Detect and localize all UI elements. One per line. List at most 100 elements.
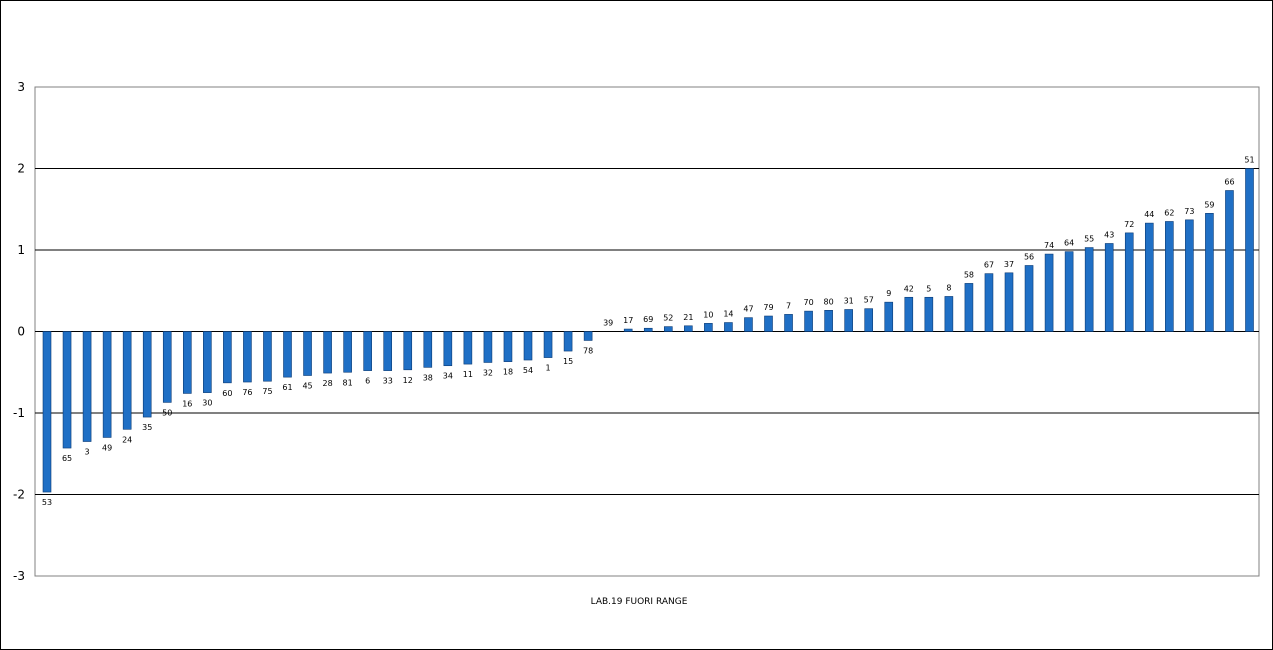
- bar-label: 80: [824, 297, 834, 306]
- y-tick-label: 1: [17, 243, 25, 257]
- bar: [283, 331, 292, 378]
- y-tick-label: -3: [13, 569, 25, 583]
- bar: [1044, 253, 1054, 332]
- bar: [42, 331, 52, 493]
- bar: [303, 331, 312, 376]
- bar-label: 34: [443, 372, 453, 381]
- bar: [102, 331, 112, 438]
- bar-label: 64: [1064, 239, 1074, 248]
- bar: [864, 308, 874, 332]
- chart-annotation: LAB.19 FUORI RANGE: [591, 597, 688, 607]
- bar-label: 61: [282, 383, 292, 392]
- bar-label: 1: [545, 364, 550, 373]
- bar: [684, 325, 693, 332]
- bar-label: 75: [262, 387, 272, 396]
- y-tick-label: -2: [13, 488, 25, 502]
- bar-label: 9: [886, 289, 891, 298]
- y-tick-label: -1: [13, 406, 25, 420]
- bar-label: 79: [763, 303, 773, 312]
- bar: [423, 331, 433, 368]
- bar: [383, 331, 393, 371]
- bar-label: 54: [523, 366, 533, 375]
- bar-label: 49: [102, 443, 112, 452]
- bar-label: 43: [1104, 230, 1114, 239]
- bar: [162, 331, 172, 403]
- bar: [1064, 251, 1074, 332]
- bar-label: 65: [62, 454, 72, 463]
- bar: [1024, 265, 1034, 332]
- bar: [363, 331, 372, 371]
- gridlines: [35, 168, 1259, 495]
- bar-label: 28: [322, 379, 332, 388]
- bar-label: 67: [984, 261, 994, 270]
- bar-label: 62: [1164, 208, 1174, 217]
- bar-label: 76: [242, 388, 252, 397]
- bar: [403, 331, 413, 371]
- bar-label: 7: [786, 301, 791, 310]
- bar-label: 45: [302, 382, 312, 391]
- bar: [663, 326, 673, 332]
- bar-label: 55: [1084, 235, 1094, 244]
- bar: [1084, 247, 1094, 332]
- bar: [62, 331, 72, 449]
- bar: [443, 331, 453, 367]
- bar: [964, 283, 974, 332]
- bar-label: 70: [803, 298, 813, 307]
- bars: [42, 168, 1254, 493]
- bar: [323, 331, 332, 374]
- bar: [1144, 222, 1154, 332]
- bar-label: 38: [423, 373, 433, 382]
- bar: [263, 331, 272, 382]
- bar: [463, 331, 473, 365]
- bar: [523, 331, 533, 361]
- bar: [1225, 190, 1234, 332]
- bar-label: 3: [85, 448, 90, 457]
- bar-label: 51: [1244, 156, 1254, 165]
- bar-label: 81: [343, 378, 353, 387]
- bar-label: 8: [946, 283, 951, 292]
- bar: [483, 331, 493, 363]
- bar-label: 56: [1024, 252, 1034, 261]
- bar-label: 16: [182, 399, 192, 408]
- bar-label: 31: [844, 296, 854, 305]
- bar: [142, 331, 152, 418]
- bar-label: 60: [222, 389, 232, 398]
- bar: [724, 322, 733, 332]
- bar: [1004, 272, 1014, 332]
- bar: [343, 331, 352, 373]
- bar-label: 11: [463, 370, 473, 379]
- bar-label: 6: [365, 377, 370, 386]
- bar-label: 37: [1004, 260, 1014, 269]
- bar-label: 53: [42, 498, 52, 507]
- bar-label: 33: [383, 377, 393, 386]
- bar: [643, 327, 653, 332]
- bar-label: 14: [723, 310, 733, 319]
- bar: [1185, 219, 1194, 332]
- bar: [563, 331, 573, 352]
- bar-label: 78: [583, 346, 593, 355]
- bar: [82, 331, 92, 442]
- bar-label: 72: [1124, 220, 1134, 229]
- bar-label: 59: [1204, 200, 1214, 209]
- bar-label: 24: [122, 435, 132, 444]
- bar: [503, 331, 513, 362]
- bar: [884, 301, 894, 332]
- bar: [824, 310, 833, 332]
- bar-label: 32: [483, 368, 493, 377]
- bar-label: 42: [904, 284, 914, 293]
- bar: [744, 317, 753, 332]
- bar-label: 39: [603, 319, 613, 328]
- bar: [1165, 221, 1174, 332]
- bar: [804, 310, 813, 332]
- bar: [904, 296, 914, 332]
- bar: [764, 315, 773, 332]
- bar-label: 74: [1044, 241, 1054, 250]
- y-tick-label: 2: [17, 162, 25, 176]
- bar-label: 66: [1224, 178, 1234, 187]
- bar: [623, 328, 633, 332]
- bar: [924, 296, 934, 332]
- bar: [122, 331, 132, 430]
- bar: [182, 331, 192, 394]
